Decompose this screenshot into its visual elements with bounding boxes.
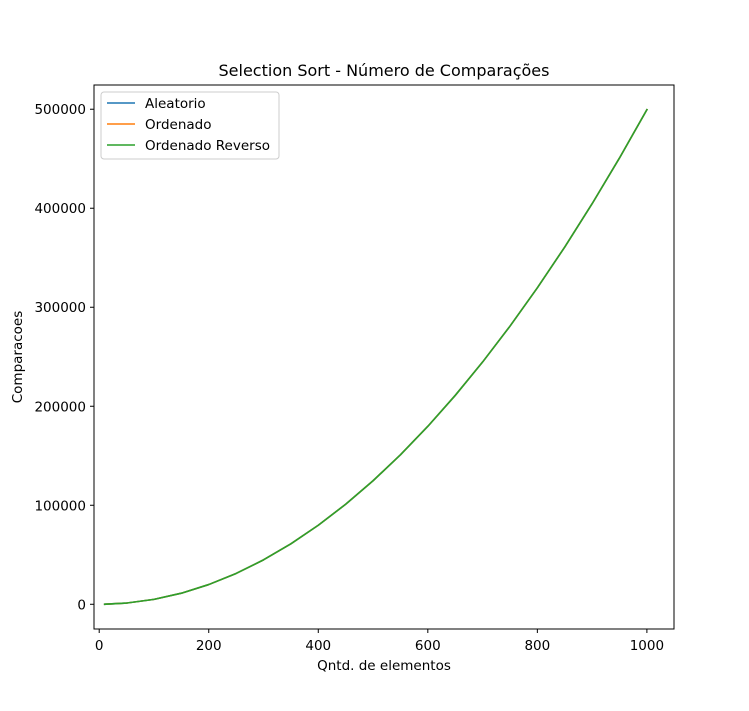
x-axis-ticks: 0 200 400 600 800 1000 [95, 629, 664, 654]
x-tick-label: 1000 [630, 638, 664, 654]
y-tick-label: 200000 [34, 399, 86, 415]
x-axis-label: Qntd. de elementos [317, 658, 451, 674]
chart-title: Selection Sort - Número de Comparações [219, 61, 550, 80]
x-tick-label: 200 [196, 638, 222, 654]
y-tick-label: 100000 [34, 498, 86, 514]
legend: Aleatorio Ordenado Ordenado Reverso [100, 91, 280, 160]
x-tick-label: 0 [95, 638, 104, 654]
y-tick-label: 0 [77, 597, 86, 613]
series-line-0 [103, 108, 648, 606]
series-line-1 [103, 108, 648, 606]
y-tick-label: 400000 [34, 201, 86, 217]
legend-box [100, 91, 280, 160]
y-tick-label: 300000 [34, 300, 86, 316]
x-tick-label: 600 [415, 638, 441, 654]
legend-items: Aleatorio Ordenado Ordenado Reverso [107, 96, 270, 154]
y-axis-label: Comparacoes [10, 311, 26, 404]
plot-lines [103, 108, 648, 606]
plot-frame [93, 84, 675, 630]
x-tick-label: 800 [524, 638, 550, 654]
y-tick-label: 500000 [34, 102, 86, 118]
legend-label: Ordenado [145, 117, 211, 133]
legend-label: Ordenado Reverso [145, 138, 270, 154]
legend-label: Aleatorio [145, 96, 206, 112]
y-axis-ticks: 0 100000 200000 300000 400000 500000 [34, 102, 94, 613]
x-tick-label: 400 [305, 638, 331, 654]
series-line-2 [103, 108, 648, 606]
